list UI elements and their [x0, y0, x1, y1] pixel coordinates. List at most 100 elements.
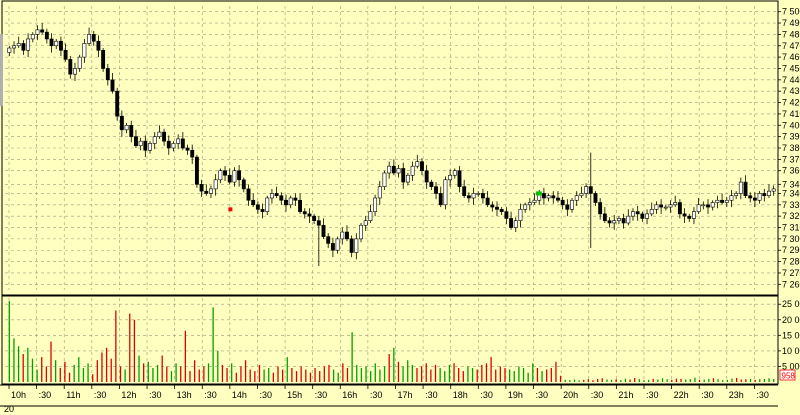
candle — [635, 205, 640, 221]
candle-body — [551, 195, 556, 199]
time-tick-label: :30 — [204, 390, 217, 400]
candle-body — [218, 170, 223, 181]
volume-tick-label: 10 000 — [782, 346, 800, 356]
current-volume-label: 958 — [782, 372, 796, 381]
candle-body — [293, 197, 298, 201]
time-tick-label: :30 — [756, 390, 769, 400]
candle — [209, 185, 213, 198]
candle-body — [616, 218, 621, 222]
candle-body — [241, 179, 246, 190]
left-scroll-handle[interactable] — [0, 34, 3, 106]
time-tick-label: 18h — [453, 390, 468, 400]
candle — [148, 141, 152, 154]
candle-body — [143, 140, 148, 151]
candle-body — [115, 90, 120, 117]
time-tick-label: 14h — [232, 390, 247, 400]
candle-body — [410, 165, 415, 176]
candle-body — [44, 31, 49, 40]
candle — [152, 132, 157, 150]
candle-body — [649, 209, 654, 215]
grid — [5, 6, 778, 382]
candle-body — [668, 204, 673, 208]
candle-body — [312, 215, 317, 222]
candle — [260, 203, 265, 219]
candle — [466, 192, 471, 203]
candle — [471, 187, 476, 205]
candle — [495, 201, 499, 217]
candle — [565, 199, 570, 217]
candle — [438, 186, 443, 208]
candle-body — [138, 140, 143, 147]
time-tick-label: :30 — [39, 390, 52, 400]
candle — [269, 188, 274, 204]
candle-body — [162, 131, 167, 142]
candle-body — [570, 199, 574, 210]
candle-body — [476, 193, 481, 195]
candle-body — [635, 211, 640, 215]
candle-body — [288, 197, 293, 206]
candle-body — [588, 186, 593, 194]
candle — [645, 209, 649, 225]
price-tick-label: 7 348 — [782, 179, 800, 189]
time-tick-label: 15h — [287, 390, 302, 400]
candle-body — [110, 79, 115, 92]
candle-body — [63, 50, 68, 60]
candle-body — [504, 211, 509, 219]
candle-body — [180, 138, 185, 149]
candle-body — [171, 143, 176, 149]
candle — [246, 184, 251, 206]
candle — [330, 237, 335, 258]
candle — [532, 193, 537, 205]
candle-body — [579, 193, 584, 197]
candle — [682, 208, 687, 223]
candle — [293, 193, 298, 206]
price-tick-label: 7 450 — [782, 63, 800, 73]
candle — [570, 197, 574, 213]
candle — [363, 216, 368, 231]
candle — [265, 195, 270, 216]
candle — [499, 207, 504, 216]
price-tick-label: 7 470 — [782, 41, 800, 51]
candle — [527, 197, 532, 211]
price-axis: 7 5007 4907 4807 4707 4607 4507 4407 430… — [778, 7, 800, 289]
candle — [274, 186, 279, 198]
time-tick-label: 10h — [11, 390, 26, 400]
candle — [157, 125, 162, 139]
candle-body — [752, 197, 757, 201]
candle — [302, 208, 307, 219]
volume-tick-label: 25 000 — [782, 299, 800, 309]
candle-body — [119, 115, 124, 131]
candle-body — [35, 29, 40, 35]
candle-body — [607, 220, 612, 224]
price-tick-label: 7 270 — [782, 268, 800, 278]
candle — [124, 123, 129, 134]
candle-body — [673, 202, 678, 206]
candle — [115, 87, 120, 121]
candle — [626, 209, 631, 226]
candle — [162, 128, 167, 146]
candle — [706, 199, 710, 214]
candle — [701, 201, 706, 210]
candle — [63, 43, 68, 62]
price-tick-label: 7 400 — [782, 120, 800, 130]
candle — [284, 194, 288, 212]
candle — [729, 190, 734, 208]
candle — [513, 217, 518, 233]
candle-body — [349, 238, 354, 253]
candle-body — [598, 202, 603, 215]
candle-body — [405, 174, 410, 183]
candle — [255, 201, 260, 214]
candle — [194, 154, 199, 188]
candle-body — [251, 199, 256, 206]
time-tick-label: 20h — [563, 390, 578, 400]
candle — [452, 168, 457, 179]
candle — [574, 191, 579, 206]
candle-body — [21, 43, 26, 51]
time-tick-label: :30 — [259, 390, 272, 400]
time-tick-label: 19h — [508, 390, 523, 400]
candle-body — [654, 204, 659, 210]
candle — [490, 201, 495, 212]
candle-body — [401, 168, 406, 183]
candle — [692, 207, 696, 225]
candle — [373, 194, 378, 217]
